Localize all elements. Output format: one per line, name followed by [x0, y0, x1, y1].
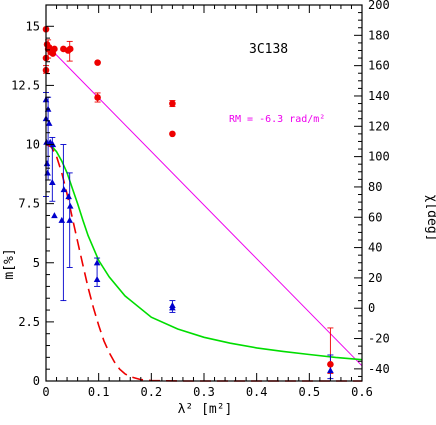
pol_points-triangle-marker: [169, 304, 176, 311]
y-right-tick-label: 160: [368, 59, 390, 73]
angle_points-circle-marker: [169, 100, 176, 107]
y-right-tick-label: 40: [368, 241, 382, 255]
y-axis-label-left: m[%]: [2, 248, 17, 279]
angle_points-circle-marker: [66, 45, 74, 53]
x-tick-label: 0.4: [246, 385, 268, 399]
y-left-tick-label: 5: [33, 256, 40, 270]
y-left-tick-label: 15: [26, 19, 40, 33]
x-tick-label: 0: [42, 385, 49, 399]
pol_points-triangle-marker: [66, 216, 73, 223]
pol_points-triangle-marker: [60, 186, 68, 193]
y-right-tick-label: 100: [368, 150, 390, 164]
angle_points-circle-marker: [51, 45, 58, 53]
x-tick-label: 0.5: [298, 385, 320, 399]
pol_points-triangle-marker: [58, 216, 66, 223]
y-right-tick-label: 20: [368, 271, 382, 285]
x-tick-label: 0.2: [140, 385, 162, 399]
y-right-tick-label: 140: [368, 89, 390, 103]
object-label: 3C138: [249, 42, 288, 57]
y-right-tick-label: 0: [368, 301, 375, 315]
y-left-tick-label: 12.5: [11, 78, 40, 92]
y-right-tick-label: 80: [368, 180, 382, 194]
pol_points-triangle-marker: [93, 259, 101, 266]
y-right-tick-label: -20: [368, 332, 390, 346]
x-tick-label: 0.1: [88, 385, 110, 399]
y-left-tick-label: 0: [33, 374, 40, 388]
pol_points-triangle-marker: [65, 193, 72, 200]
y-right-tick-label: 120: [368, 119, 390, 133]
y-right-tick-label: 180: [368, 28, 390, 42]
y-left-tick-label: 7.5: [18, 197, 40, 211]
x-tick-label: 0.6: [351, 385, 373, 399]
x-axis-label: λ² [m²]: [178, 402, 233, 417]
angle_points-circle-marker: [169, 130, 176, 138]
data-points: [42, 25, 334, 373]
pol_points-triangle-marker: [66, 202, 74, 209]
y-right-tick-label: 200: [368, 0, 390, 12]
angle_points-circle-marker: [94, 59, 101, 66]
y-right-tick-label: -40: [368, 362, 390, 376]
pol_points-triangle-marker: [49, 179, 56, 185]
y-axis-label-right: χ[deg]: [424, 195, 436, 242]
pol_points-triangle-marker: [93, 276, 101, 282]
pol_points-triangle-marker: [51, 212, 58, 219]
y-right-tick-label: 60: [368, 210, 382, 224]
y-left-tick-label: 10: [26, 138, 40, 152]
axes: 0 0.1 0.2 0.3 0.4 0.5 0.6 0 2.5 5 7.5 10 12.5 15 -40 -2…: [11, 0, 390, 399]
rm-annotation: RM = -6.3 rad/m²: [229, 114, 325, 125]
y-left-tick-label: 2.5: [18, 315, 40, 329]
angle_points-circle-marker: [94, 94, 101, 101]
angle_points-circle-marker: [327, 361, 334, 368]
pol_points-triangle-marker: [45, 119, 53, 126]
x-tick-label: 0.3: [193, 385, 215, 399]
pol_points-triangle-marker: [327, 367, 334, 373]
